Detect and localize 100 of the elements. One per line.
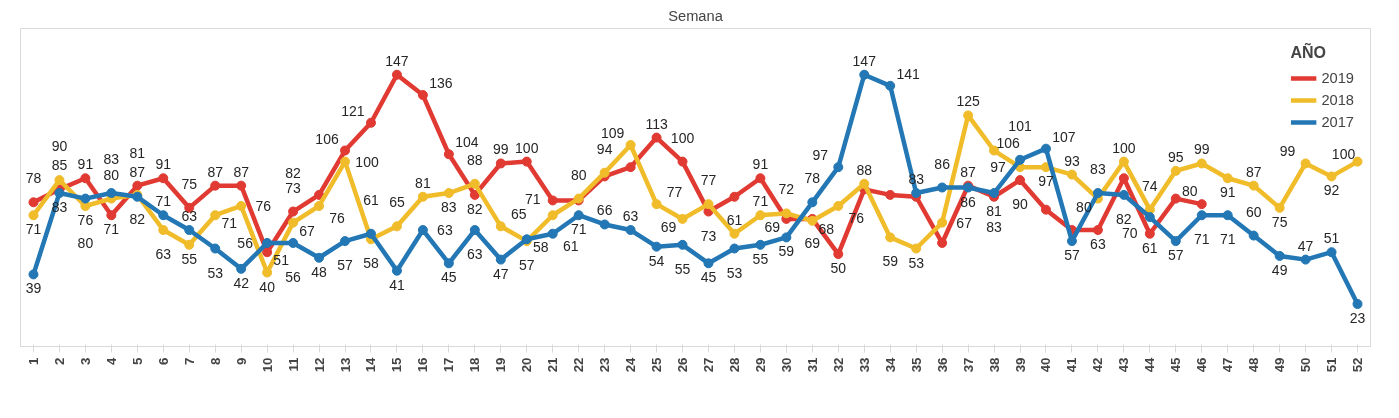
data-label: 48 — [311, 263, 328, 280]
point — [262, 237, 273, 248]
data-label: 49 — [1271, 261, 1288, 278]
data-label: 91 — [1219, 184, 1236, 201]
point — [391, 265, 402, 276]
point — [573, 210, 584, 221]
point — [1300, 158, 1311, 169]
data-label: 141 — [896, 65, 921, 82]
point — [833, 249, 844, 260]
point — [1015, 154, 1026, 165]
data-label: 71 — [1193, 231, 1210, 248]
data-label: 80 — [103, 166, 120, 183]
point — [885, 232, 896, 243]
point — [158, 210, 169, 221]
x-tick-label: 22 — [571, 357, 587, 373]
point — [625, 225, 636, 236]
data-label: 63 — [622, 208, 639, 225]
data-label: 76 — [255, 197, 272, 214]
data-label: 39 — [25, 280, 42, 297]
data-label: 109 — [600, 124, 625, 141]
data-label: 88 — [856, 161, 873, 178]
data-label: 71 — [1219, 231, 1236, 248]
point — [1170, 165, 1181, 176]
point — [210, 210, 221, 221]
x-tick-label: 21 — [545, 356, 561, 373]
point — [729, 191, 740, 202]
data-label: 91 — [752, 156, 769, 173]
data-label: 81 — [415, 174, 431, 191]
point — [417, 191, 428, 202]
data-label: 77 — [700, 172, 717, 189]
data-label: 92 — [1323, 182, 1340, 199]
point — [1274, 250, 1285, 261]
data-label: 61 — [1142, 239, 1158, 256]
data-label: 71 — [103, 221, 120, 238]
data-label: 73 — [285, 179, 302, 196]
data-label: 99 — [493, 141, 509, 158]
point — [106, 188, 117, 199]
data-label: 76 — [77, 211, 94, 228]
point — [340, 145, 351, 156]
point — [729, 243, 740, 254]
x-tick-label: 48 — [1246, 357, 1262, 373]
chart-title: Semana — [668, 7, 724, 24]
point — [755, 210, 766, 221]
point — [599, 167, 610, 178]
point — [833, 162, 844, 173]
data-label: 83 — [103, 151, 120, 168]
point — [1118, 189, 1129, 200]
data-label: 61 — [562, 237, 579, 254]
x-tick-label: 44 — [1142, 356, 1158, 373]
point — [365, 117, 376, 128]
data-label: 58 — [532, 239, 549, 256]
x-tick-label: 34 — [882, 356, 898, 373]
point — [1274, 202, 1285, 213]
point — [469, 189, 480, 200]
x-tick-label: 37 — [960, 357, 976, 373]
data-label: 99 — [1193, 141, 1210, 158]
x-tick-label: 9 — [233, 357, 249, 365]
data-label: 71 — [570, 221, 587, 238]
point — [443, 188, 454, 199]
data-label: 82 — [1116, 210, 1132, 227]
data-label: 56 — [237, 234, 254, 251]
data-label: 75 — [181, 175, 198, 192]
point — [807, 197, 818, 208]
point — [1196, 210, 1207, 221]
data-label: 71 — [25, 221, 42, 238]
data-label: 82 — [285, 164, 302, 181]
data-label: 70 — [1122, 225, 1138, 242]
point — [651, 132, 662, 143]
x-tick-label: 30 — [778, 357, 794, 373]
data-label: 66 — [596, 202, 613, 219]
data-label: 72 — [778, 181, 795, 198]
point — [80, 173, 91, 184]
data-label: 85 — [51, 157, 68, 174]
point — [1222, 173, 1233, 184]
data-label: 81 — [986, 202, 1003, 219]
point — [288, 206, 299, 217]
data-label: 55 — [181, 250, 198, 267]
point — [547, 210, 558, 221]
x-tick-label: 20 — [519, 357, 535, 373]
point — [80, 193, 91, 204]
data-label: 61 — [726, 211, 743, 228]
x-tick-label: 41 — [1064, 356, 1080, 373]
point — [443, 258, 454, 269]
x-tick-label: 6 — [155, 357, 171, 365]
point — [859, 69, 870, 80]
data-label: 83 — [1090, 161, 1106, 178]
data-label: 63 — [437, 222, 453, 239]
data-label: 63 — [1090, 236, 1106, 253]
point — [158, 225, 169, 236]
point — [1170, 193, 1181, 204]
point — [729, 228, 740, 239]
data-label: 147 — [385, 52, 409, 69]
data-label: 45 — [441, 269, 457, 286]
x-tick-label: 11 — [285, 356, 301, 372]
point — [1144, 228, 1155, 239]
data-label: 40 — [259, 278, 276, 295]
data-label: 23 — [1349, 309, 1366, 326]
data-label: 76 — [329, 209, 346, 226]
point — [417, 225, 428, 236]
point — [625, 162, 636, 173]
